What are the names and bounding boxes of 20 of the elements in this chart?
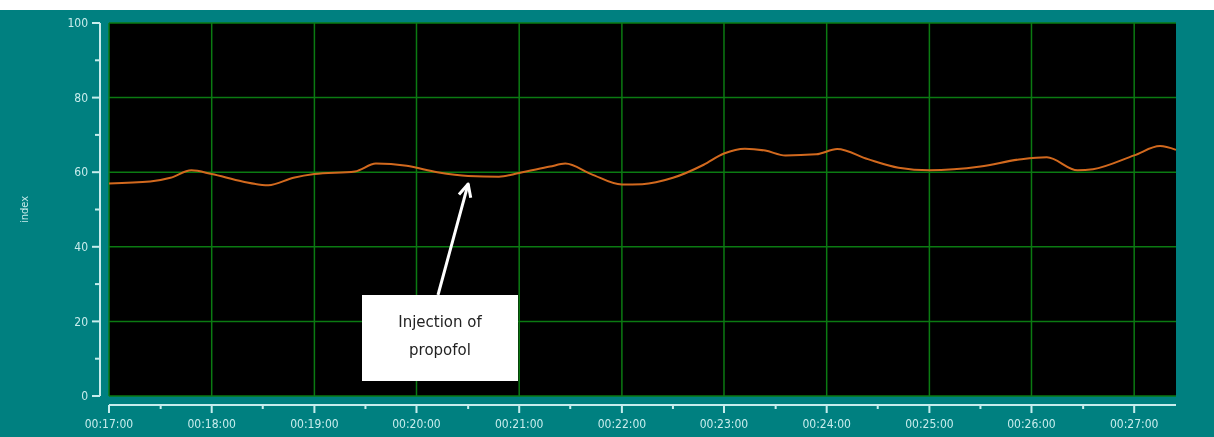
x-tick-label: 00:21:00 <box>494 417 544 431</box>
y-tick-label: 60 <box>74 165 89 180</box>
x-tick-label: 00:19:00 <box>290 417 339 431</box>
x-tick-label: 00:20:00 <box>392 417 441 431</box>
x-tick-label: 00:26:00 <box>1007 417 1056 431</box>
y-tick-label: 100 <box>67 16 89 31</box>
x-tick-label: 00:23:00 <box>699 417 749 431</box>
y-tick-label: 80 <box>74 90 89 105</box>
y-axis-title: index <box>18 195 31 224</box>
line-series <box>108 145 1177 187</box>
x-tick-label: 00:22:00 <box>597 417 647 431</box>
annotation: Injection of propofol <box>398 313 483 359</box>
x-tick-label: 00:25:00 <box>905 417 954 431</box>
x-tick-label: 00:17:00 <box>84 417 134 431</box>
x-tick-label: 00:27:00 <box>1109 417 1159 431</box>
y-tick-label: 20 <box>74 314 89 329</box>
y-tick-label: 40 <box>74 240 89 254</box>
y-tick-label: 0 <box>81 389 89 404</box>
x-tick-label: 00:18:00 <box>187 417 237 431</box>
x-tick-label: 00:24:00 <box>802 417 852 431</box>
